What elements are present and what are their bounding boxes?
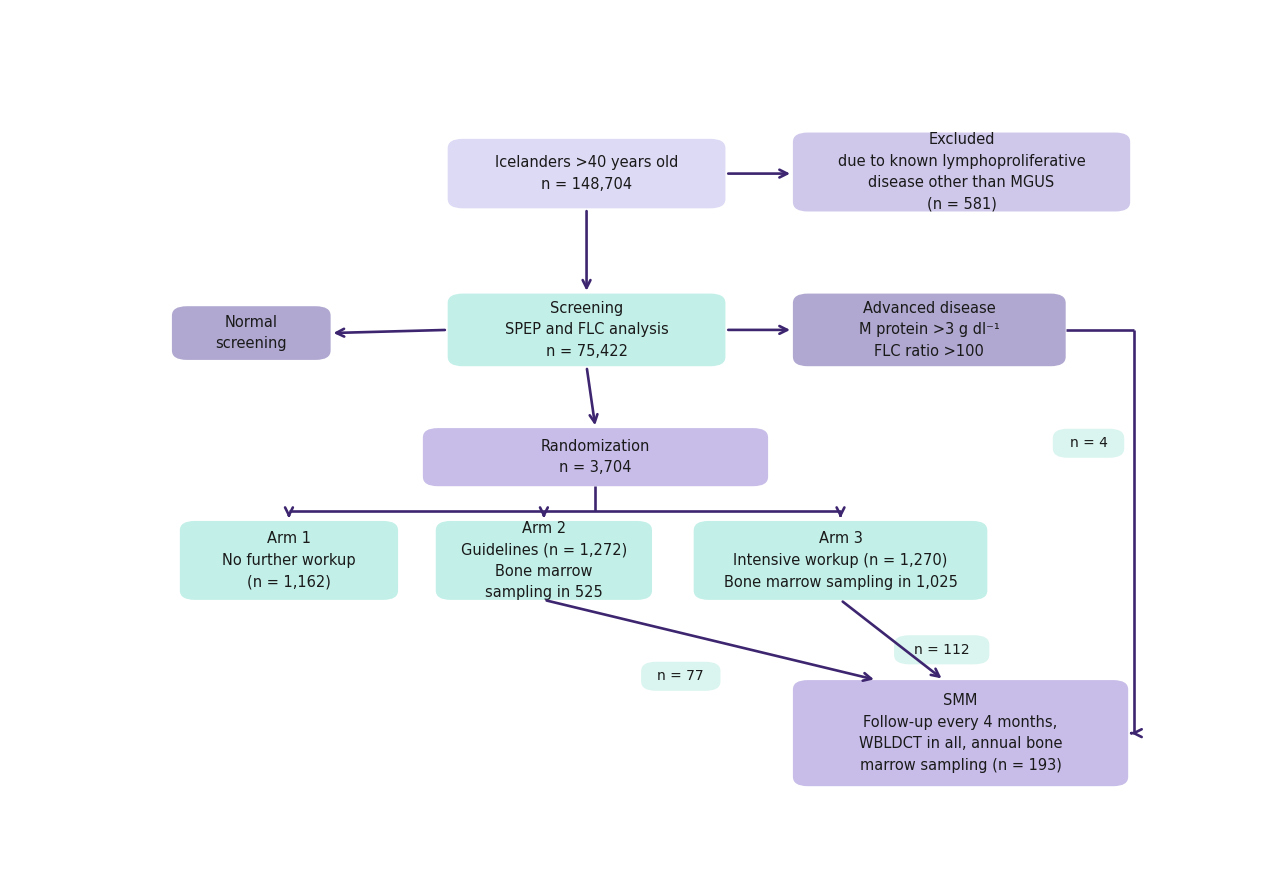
FancyBboxPatch shape bbox=[694, 521, 987, 600]
FancyBboxPatch shape bbox=[641, 662, 721, 691]
Text: Arm 3
Intensive workup (n = 1,270)
Bone marrow sampling in 1,025: Arm 3 Intensive workup (n = 1,270) Bone … bbox=[723, 531, 957, 589]
Text: Arm 2
Guidelines (n = 1,272)
Bone marrow
sampling in 525: Arm 2 Guidelines (n = 1,272) Bone marrow… bbox=[461, 520, 627, 600]
FancyBboxPatch shape bbox=[422, 428, 768, 486]
FancyBboxPatch shape bbox=[435, 521, 652, 600]
FancyBboxPatch shape bbox=[895, 636, 989, 664]
Text: Excluded
due to known lymphoproliferative
disease other than MGUS
(n = 581): Excluded due to known lymphoproliferativ… bbox=[837, 132, 1085, 212]
FancyBboxPatch shape bbox=[792, 132, 1130, 212]
FancyBboxPatch shape bbox=[448, 139, 726, 208]
Text: Normal
screening: Normal screening bbox=[215, 315, 287, 351]
FancyBboxPatch shape bbox=[792, 680, 1128, 786]
Text: Advanced disease
M protein >3 g dl⁻¹
FLC ratio >100: Advanced disease M protein >3 g dl⁻¹ FLC… bbox=[859, 300, 1000, 359]
Text: Randomization
n = 3,704: Randomization n = 3,704 bbox=[541, 439, 650, 476]
FancyBboxPatch shape bbox=[179, 521, 398, 600]
FancyBboxPatch shape bbox=[172, 307, 330, 360]
Text: n = 112: n = 112 bbox=[914, 643, 969, 657]
Text: n = 4: n = 4 bbox=[1070, 436, 1107, 451]
FancyBboxPatch shape bbox=[448, 293, 726, 367]
FancyBboxPatch shape bbox=[1053, 429, 1124, 458]
Text: Arm 1
No further workup
(n = 1,162): Arm 1 No further workup (n = 1,162) bbox=[223, 531, 356, 589]
Text: n = 77: n = 77 bbox=[658, 670, 704, 683]
Text: SMM
Follow-up every 4 months,
WBLDCT in all, annual bone
marrow sampling (n = 19: SMM Follow-up every 4 months, WBLDCT in … bbox=[859, 693, 1062, 773]
Text: Screening
SPEP and FLC analysis
n = 75,422: Screening SPEP and FLC analysis n = 75,4… bbox=[504, 300, 668, 359]
Text: Icelanders >40 years old
n = 148,704: Icelanders >40 years old n = 148,704 bbox=[495, 156, 678, 192]
FancyBboxPatch shape bbox=[792, 293, 1066, 367]
